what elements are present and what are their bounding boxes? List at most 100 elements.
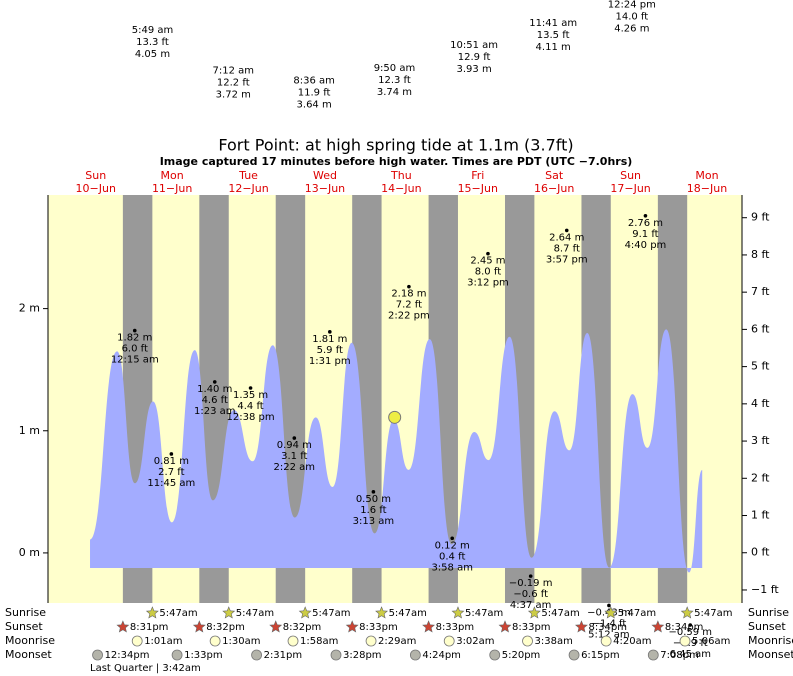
chart-title: Fort Point: at high spring tide at 1.1m …	[218, 136, 573, 155]
day-name: Thu	[390, 169, 412, 182]
row-time: 1:33pm	[184, 650, 223, 661]
row-icon	[409, 649, 421, 661]
extreme-meters: 0.94 m	[277, 440, 312, 451]
extreme-meters: 1.81 m	[312, 334, 347, 345]
y2-tick-label: 3 ft	[751, 434, 770, 447]
row-icon	[451, 606, 465, 619]
row-icon	[679, 635, 691, 647]
y2-tick-label: 5 ft	[751, 360, 770, 373]
row-icon	[498, 620, 512, 633]
y2-tick-label: 7 ft	[751, 285, 770, 298]
extreme-time: 8:36 am	[293, 75, 335, 86]
day-name: Sun	[85, 169, 106, 182]
extreme-meters: −0.19 m	[509, 578, 553, 589]
row-icon	[600, 635, 612, 647]
row-time: 5:47am	[236, 608, 274, 619]
extreme-feet: 12.2 ft	[217, 77, 250, 88]
extreme-dot	[528, 574, 533, 578]
day-name: Mon	[161, 169, 184, 182]
day-name: Sun	[620, 169, 641, 182]
row-icon	[192, 620, 206, 633]
row-time: 2:31pm	[264, 650, 303, 661]
row-time: 1:30am	[222, 636, 260, 647]
row-time: 5:47am	[541, 608, 579, 619]
extreme-dot	[486, 251, 490, 256]
extreme-time: 3:58 am	[431, 562, 473, 573]
y2-tick-label: 1 ft	[751, 509, 770, 522]
extreme-meters: 1.40 m	[197, 384, 232, 395]
row-time: 8:31pm	[130, 622, 169, 633]
extreme-time: 3:57 pm	[546, 254, 588, 265]
y2-tick-label: 9 ft	[751, 211, 770, 224]
extreme-feet: 8.7 ft	[554, 243, 580, 254]
extreme-feet: 13.3 ft	[136, 37, 169, 48]
extreme-meters: 2.64 m	[549, 232, 584, 243]
extreme-meters: 0.50 m	[356, 494, 391, 505]
row-icon	[251, 649, 262, 661]
row-icon	[298, 606, 312, 619]
day-date: 15−Jun	[458, 182, 498, 195]
day-name: Tue	[238, 169, 258, 182]
row-icon	[92, 649, 103, 661]
row-label-right: Moonrise	[748, 634, 793, 647]
day-name: Sat	[545, 169, 564, 182]
extreme-meters: 4.26 m	[614, 24, 649, 35]
row-icon	[522, 635, 533, 647]
extreme-time: 3:13 am	[353, 516, 395, 527]
extreme-dot	[132, 328, 137, 333]
row-time: 5:47am	[618, 608, 656, 619]
extreme-time: 12:24 pm	[608, 0, 656, 11]
row-time: 8:32pm	[206, 622, 245, 633]
extreme-time: 12:38 pm	[227, 412, 275, 423]
extreme-time: 5:49 am	[132, 25, 174, 36]
y2-tick-label: 8 ft	[751, 248, 770, 261]
day-name: Mon	[695, 169, 718, 182]
day-date: 13−Jun	[305, 182, 345, 195]
row-time: 1:58am	[300, 636, 338, 647]
row-time: 4:20am	[613, 636, 651, 647]
row-icon	[527, 606, 541, 619]
extreme-meters: 4.05 m	[135, 49, 170, 60]
y-tick-label: 0 m	[19, 546, 40, 559]
extreme-meters: 2.76 m	[628, 218, 663, 229]
day-date: 10−Jun	[76, 182, 116, 195]
extreme-feet: 14.0 ft	[615, 12, 648, 23]
extreme-dot	[169, 452, 174, 456]
day-name: Wed	[313, 169, 337, 182]
extreme-feet: 4.6 ft	[202, 395, 228, 406]
extreme-dot	[607, 603, 611, 608]
row-icon	[209, 635, 221, 647]
extreme-feet: 12.9 ft	[458, 52, 491, 63]
y-tick-label: 2 m	[19, 302, 40, 315]
y2-tick-label: 6 ft	[751, 322, 770, 335]
row-icon	[443, 635, 455, 647]
row-label-right: Sunrise	[748, 606, 789, 619]
row-icon	[680, 606, 694, 619]
row-icon	[222, 606, 236, 619]
row-time: 8:32pm	[283, 622, 322, 633]
extreme-meters: 3.72 m	[216, 89, 251, 100]
row-icon	[575, 620, 588, 633]
extreme-feet: 4.4 ft	[237, 401, 263, 412]
extreme-meters: 3.64 m	[297, 99, 332, 110]
day-date: 11−Jun	[152, 182, 192, 195]
extreme-feet: −1.9 ft	[673, 638, 708, 649]
row-icon	[116, 620, 130, 633]
row-time: 7:08pm	[660, 650, 699, 661]
row-icon	[330, 649, 342, 661]
extreme-time: 9:50 am	[374, 63, 416, 74]
row-label: Moonset	[5, 648, 52, 661]
chart-subtitle: Image captured 17 minutes before high wa…	[160, 155, 633, 168]
day-date: 18−Jun	[687, 182, 727, 195]
row-time: 5:20pm	[502, 650, 541, 661]
row-label-right: Moonset	[748, 648, 793, 661]
row-time: 5:47am	[694, 608, 732, 619]
extreme-time: 2:22 am	[274, 462, 316, 473]
extreme-feet: 0.4 ft	[439, 551, 465, 562]
extreme-time: 3:12 pm	[467, 278, 509, 289]
extreme-dot	[688, 623, 693, 627]
extreme-meters: 1.82 m	[117, 333, 152, 344]
extreme-meters: 0.81 m	[154, 456, 189, 467]
row-time: 6:15pm	[581, 650, 620, 661]
extreme-time: 4:40 pm	[625, 240, 667, 251]
